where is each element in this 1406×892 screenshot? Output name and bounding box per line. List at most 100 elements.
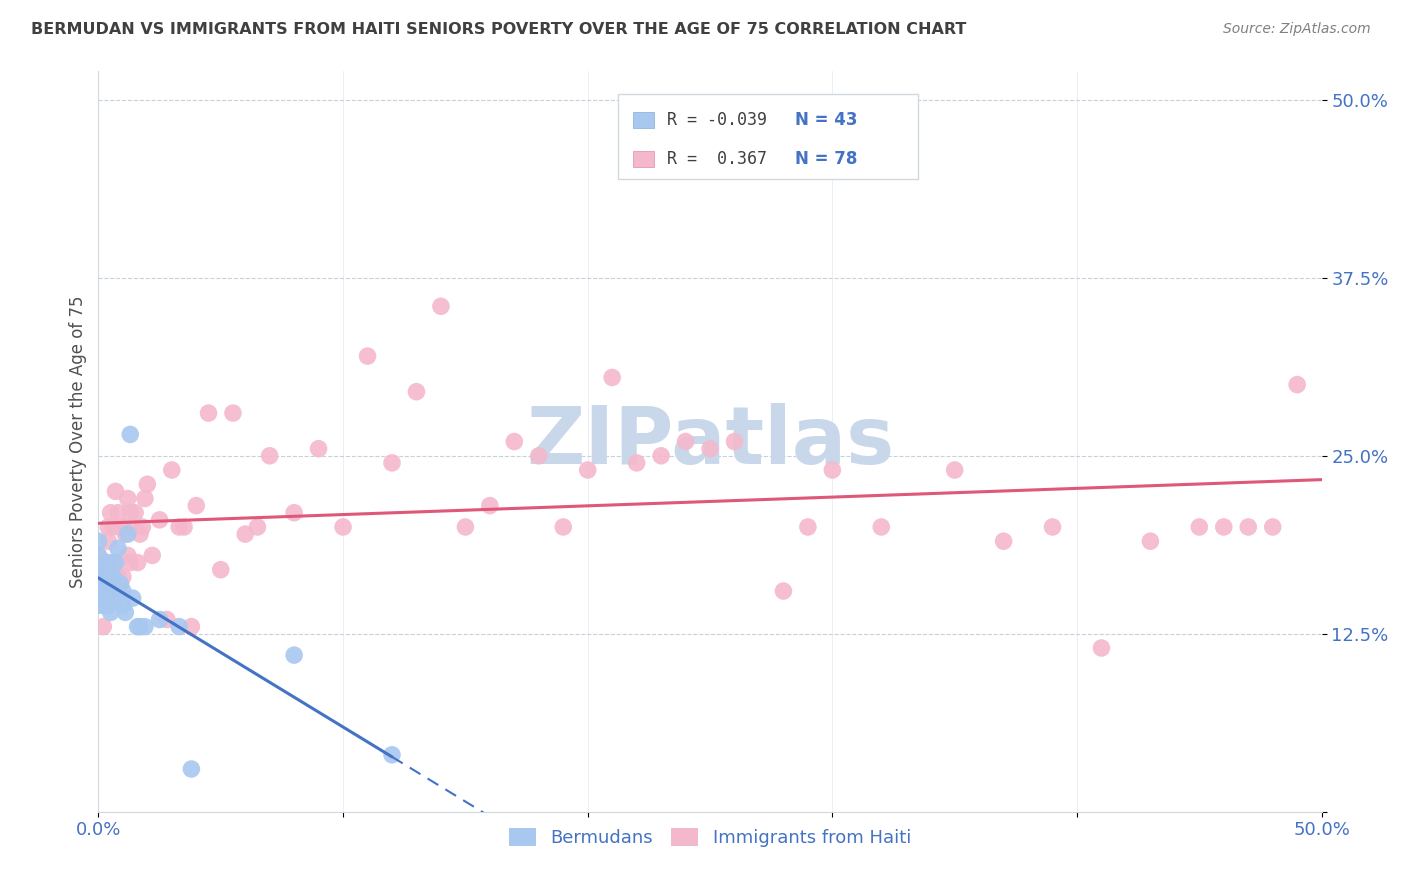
Point	[136, 477, 159, 491]
Point	[141, 549, 163, 563]
Point	[129, 527, 152, 541]
Point	[699, 442, 721, 456]
Point	[283, 506, 305, 520]
Point	[114, 527, 136, 541]
Point	[1042, 520, 1064, 534]
Point	[91, 577, 114, 591]
Point	[121, 591, 143, 606]
Point	[117, 527, 139, 541]
Point	[478, 499, 501, 513]
Point	[576, 463, 599, 477]
Point	[91, 619, 114, 633]
Point	[104, 556, 127, 570]
Point	[100, 584, 122, 599]
Point	[91, 584, 114, 599]
Bar	[633, 112, 655, 128]
Point	[186, 499, 208, 513]
Point	[1139, 534, 1161, 549]
Point	[97, 556, 120, 570]
Point	[1286, 377, 1309, 392]
Point	[87, 599, 110, 613]
Point	[1261, 520, 1284, 534]
Point	[180, 762, 202, 776]
Point	[167, 619, 190, 633]
Point	[405, 384, 427, 399]
Point	[167, 520, 190, 534]
Point	[246, 520, 269, 534]
Point	[503, 434, 526, 449]
Point	[675, 434, 697, 449]
Point	[87, 570, 110, 584]
Point	[110, 577, 132, 591]
Point	[114, 606, 136, 620]
Point	[222, 406, 245, 420]
Point	[527, 449, 550, 463]
Point	[120, 427, 142, 442]
Point	[111, 520, 134, 534]
Point	[87, 563, 110, 577]
Point	[797, 520, 820, 534]
Point	[110, 577, 132, 591]
Point	[134, 491, 156, 506]
Point	[101, 570, 124, 584]
Point	[233, 527, 256, 541]
Point	[259, 449, 281, 463]
Point	[381, 747, 404, 762]
Point	[97, 599, 120, 613]
Point	[107, 584, 129, 599]
Point	[127, 619, 149, 633]
Point	[821, 463, 844, 477]
Point	[104, 556, 127, 570]
Point	[993, 534, 1015, 549]
Point	[117, 491, 139, 506]
Point	[129, 619, 152, 633]
Point	[600, 370, 623, 384]
Y-axis label: Seniors Poverty Over the Age of 75: Seniors Poverty Over the Age of 75	[69, 295, 87, 588]
Point	[100, 577, 122, 591]
Point	[308, 442, 330, 456]
Point	[104, 591, 127, 606]
Point	[101, 520, 124, 534]
Text: Source: ZipAtlas.com: Source: ZipAtlas.com	[1223, 22, 1371, 37]
Point	[97, 534, 120, 549]
Point	[101, 556, 124, 570]
Point	[120, 556, 142, 570]
Point	[650, 449, 672, 463]
Point	[91, 591, 114, 606]
Point	[94, 570, 117, 584]
Point	[87, 549, 110, 563]
Point	[87, 534, 110, 549]
Point	[723, 434, 745, 449]
Point	[87, 591, 110, 606]
Point	[553, 520, 575, 534]
Point	[121, 520, 143, 534]
Legend: Bermudans, Immigrants from Haiti: Bermudans, Immigrants from Haiti	[502, 821, 918, 855]
Point	[454, 520, 477, 534]
Point	[107, 570, 129, 584]
FancyBboxPatch shape	[619, 94, 918, 178]
Point	[149, 613, 172, 627]
Point	[100, 570, 122, 584]
Point	[111, 584, 134, 599]
Text: N = 78: N = 78	[796, 150, 858, 168]
Point	[87, 556, 110, 570]
Point	[94, 556, 117, 570]
Point	[149, 513, 172, 527]
Point	[156, 613, 179, 627]
Point	[120, 506, 142, 520]
Point	[197, 406, 219, 420]
Point	[124, 506, 146, 520]
Text: N = 43: N = 43	[796, 112, 858, 129]
Point	[1188, 520, 1211, 534]
Point	[127, 556, 149, 570]
Point	[173, 520, 195, 534]
Point	[87, 577, 110, 591]
Point	[107, 541, 129, 556]
Point	[107, 506, 129, 520]
Text: BERMUDAN VS IMMIGRANTS FROM HAITI SENIORS POVERTY OVER THE AGE OF 75 CORRELATION: BERMUDAN VS IMMIGRANTS FROM HAITI SENIOR…	[31, 22, 966, 37]
Point	[117, 549, 139, 563]
Point	[87, 584, 110, 599]
Point	[1212, 520, 1234, 534]
Point	[94, 577, 117, 591]
Point	[160, 463, 183, 477]
